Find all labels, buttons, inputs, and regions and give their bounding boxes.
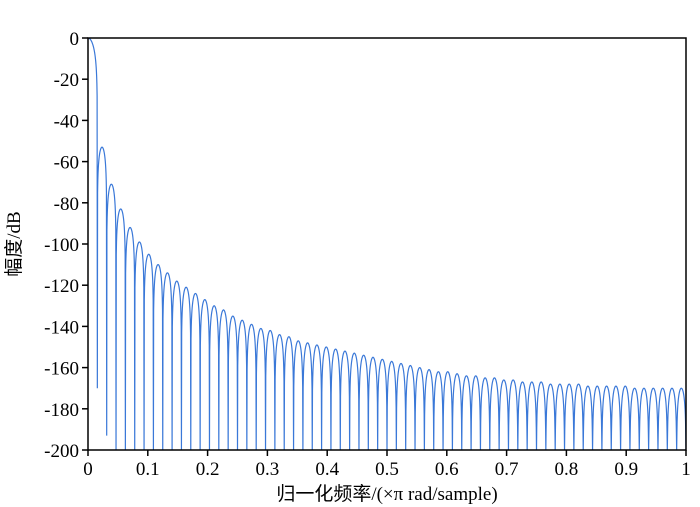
y-tick-label: -60 xyxy=(54,153,79,174)
y-tick-label: -80 xyxy=(54,194,79,215)
x-axis: 0 0.1 0.2 0.3 0.4 0.5 0.6 0.7 0.8 0.9 1 xyxy=(83,450,691,480)
y-axis-label: 幅度/dB xyxy=(3,211,25,276)
x-tick-label: 0.1 xyxy=(136,459,160,480)
magnitude-curve xyxy=(88,38,686,450)
y-tick-label: -200 xyxy=(44,441,79,462)
y-tick-label: -180 xyxy=(44,400,79,421)
x-tick-label: 0.6 xyxy=(435,459,459,480)
x-tick-label: 0.2 xyxy=(196,459,220,480)
y-axis: 0 -20 -40 -60 -80 -100 -120 -140 -160 -180 -200 xyxy=(44,29,88,462)
plot-area xyxy=(88,38,686,450)
y-tick-label: -100 xyxy=(44,235,79,256)
x-tick-label: 0.3 xyxy=(256,459,280,480)
y-tick-label: 0 xyxy=(70,29,80,50)
y-tick-label: -160 xyxy=(44,359,79,380)
y-tick-label: -40 xyxy=(54,111,79,132)
x-tick-label: 1 xyxy=(681,459,691,480)
x-tick-label: 0.9 xyxy=(614,459,638,480)
x-tick-label: 0.4 xyxy=(315,459,339,480)
x-tick-label: 0.5 xyxy=(375,459,399,480)
y-tick-label: -20 xyxy=(54,70,79,91)
x-tick-label: 0.8 xyxy=(555,459,579,480)
x-tick-label: 0.7 xyxy=(495,459,519,480)
x-axis-label: 归一化频率/(×π rad/sample) xyxy=(276,483,497,505)
x-tick-label: 0 xyxy=(83,459,93,480)
y-tick-label: -120 xyxy=(44,276,79,297)
y-tick-label: -140 xyxy=(44,317,79,338)
